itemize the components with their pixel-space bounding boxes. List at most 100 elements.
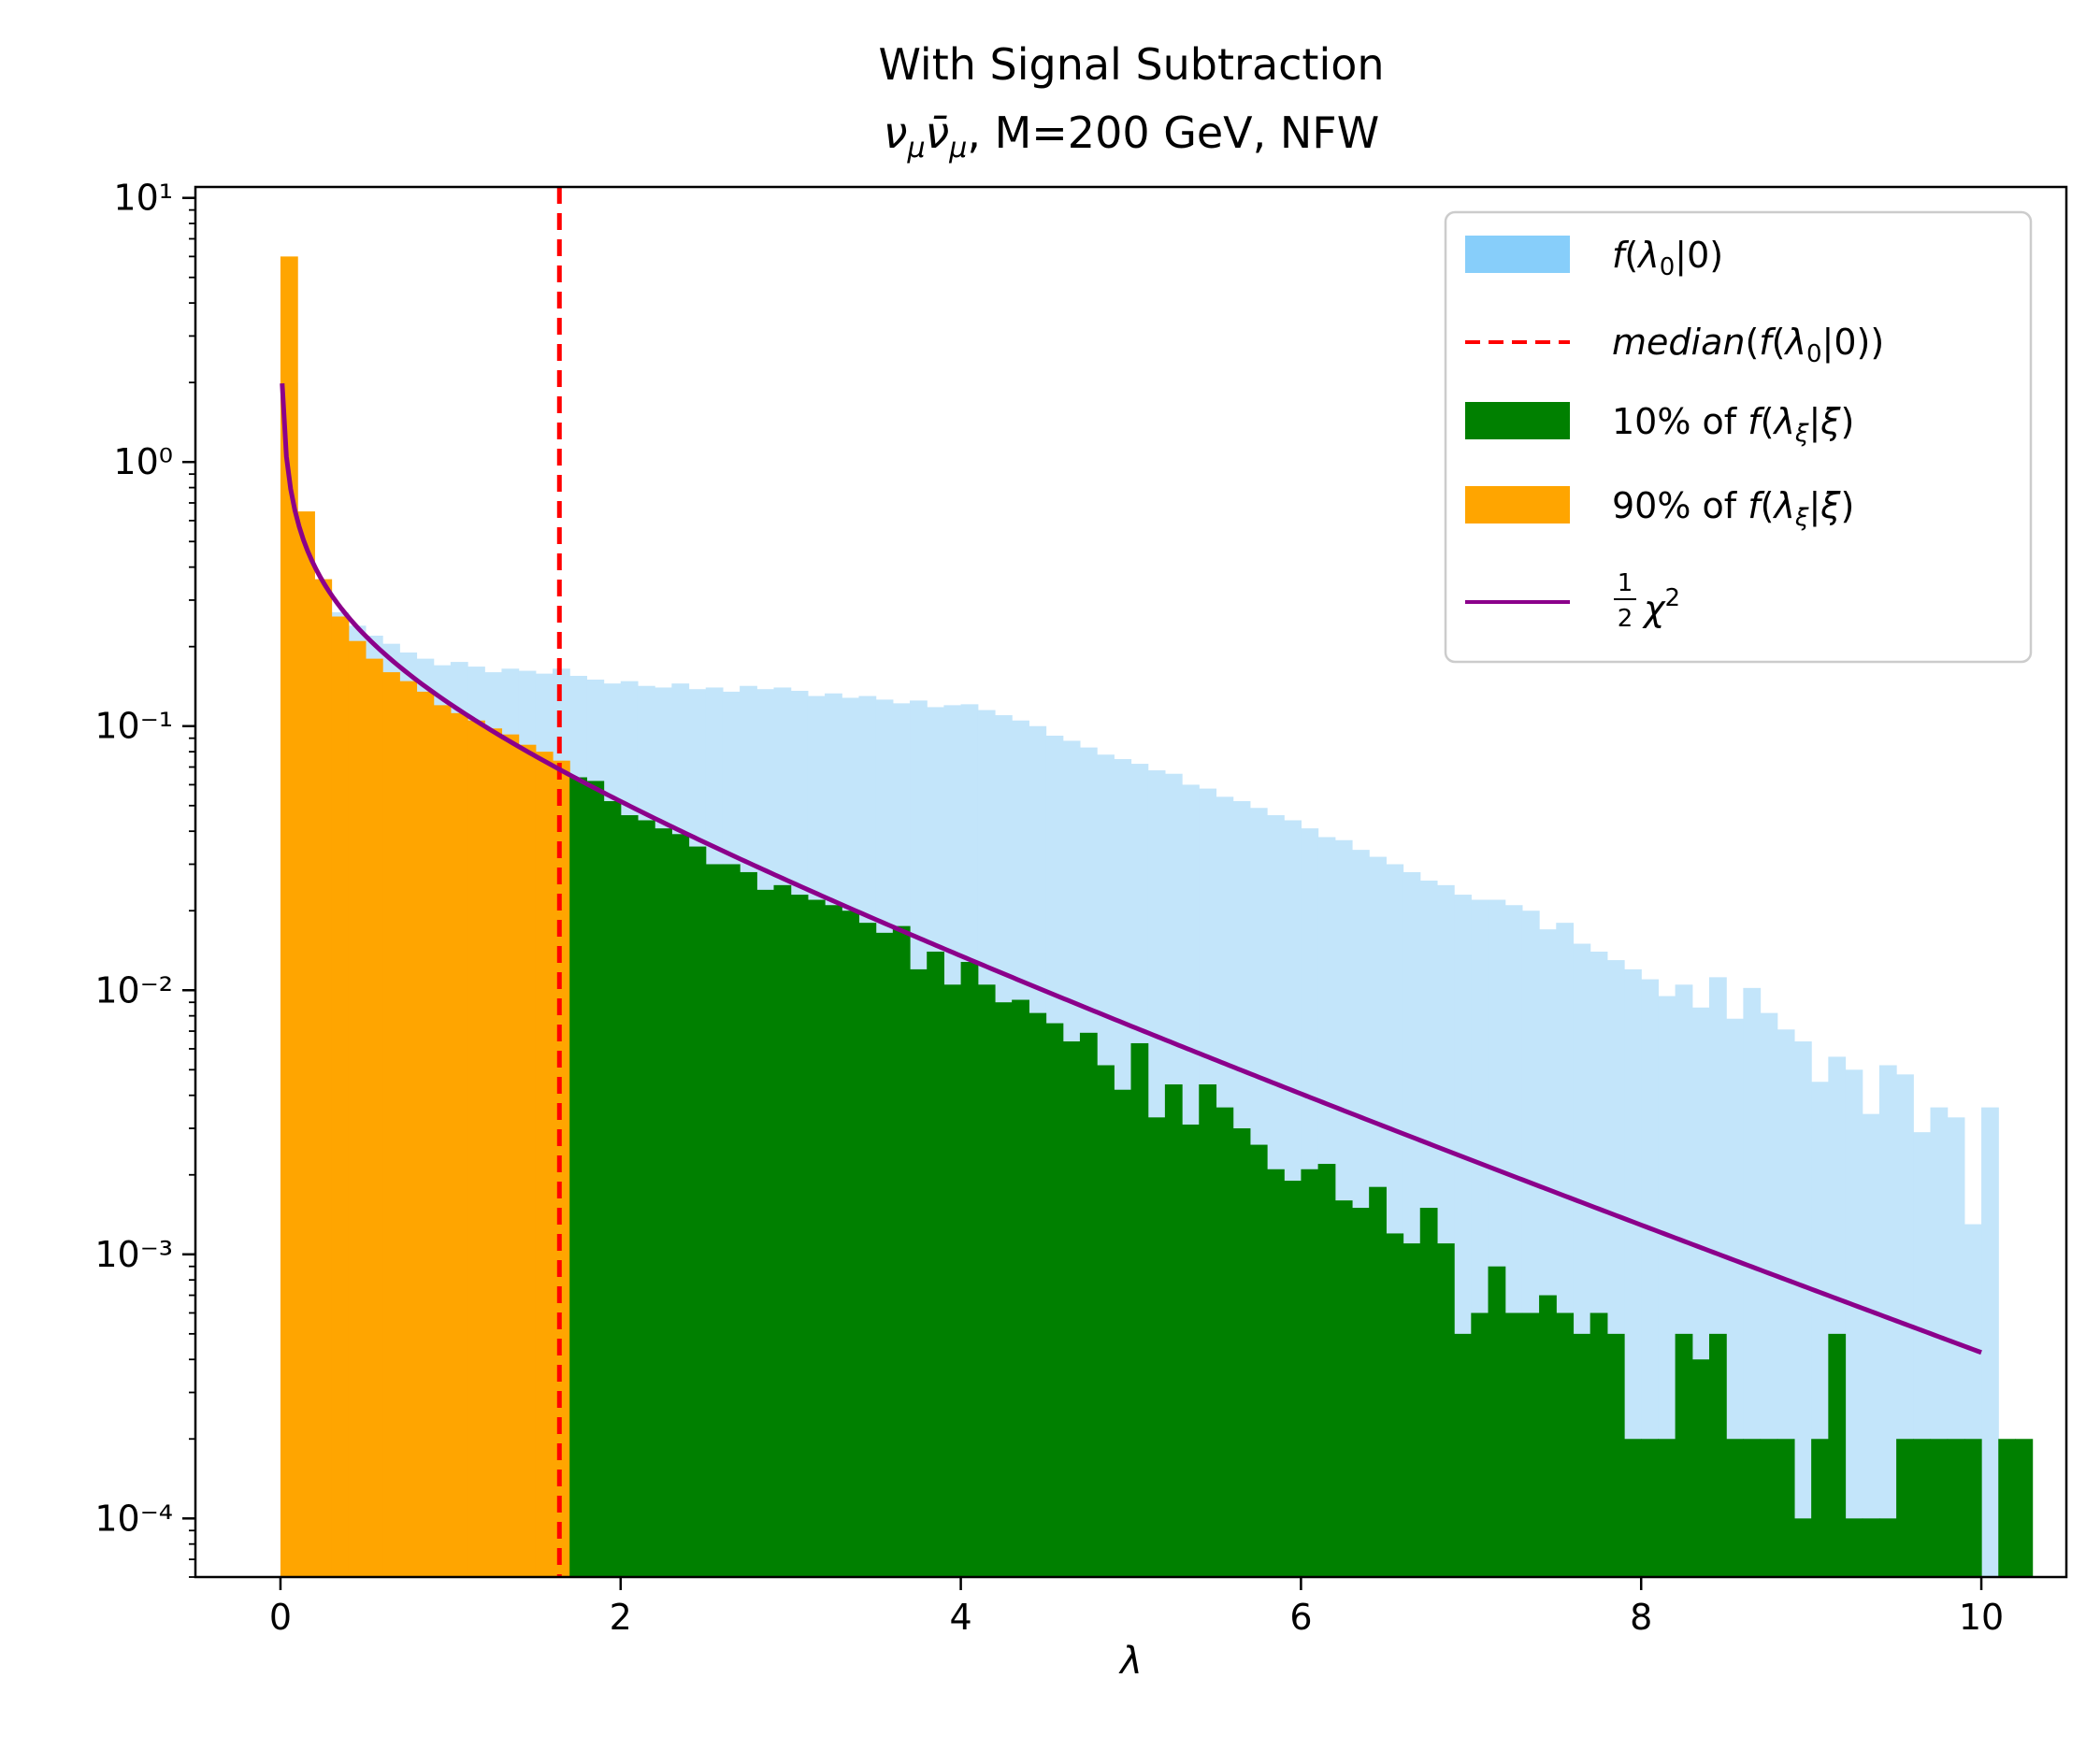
x-tick-label: 2 xyxy=(610,1597,632,1638)
orange-bar xyxy=(484,728,503,1577)
green-bar xyxy=(1573,1333,1591,1577)
green-bar xyxy=(1606,1333,1625,1577)
legend-label-median: median(f(λ0|0)) xyxy=(1612,322,1884,368)
null-bar xyxy=(1743,987,1762,1577)
orange-bar xyxy=(433,705,452,1577)
green-bar xyxy=(671,834,690,1577)
green-bar xyxy=(1216,1107,1234,1577)
green-bar xyxy=(1691,1359,1710,1577)
green-bar xyxy=(1539,1295,1557,1577)
legend-swatch-10pct xyxy=(1465,402,1570,439)
green-bar xyxy=(1760,1439,1778,1577)
green-bar xyxy=(977,984,996,1577)
orange-bar xyxy=(331,616,350,1577)
null-bar xyxy=(1624,968,1642,1577)
green-bar xyxy=(1624,1439,1642,1577)
green-bar xyxy=(1079,1032,1098,1577)
green-bar xyxy=(1182,1124,1200,1577)
x-axis-label: λ xyxy=(1118,1640,1143,1683)
green-bar xyxy=(722,864,741,1577)
x-tick-label: 4 xyxy=(949,1597,971,1638)
x-axis: 0 2 4 6 8 10 xyxy=(269,1577,2004,1638)
green-bar xyxy=(1658,1439,1676,1577)
green-bar xyxy=(1913,1439,1932,1577)
green-bar xyxy=(1436,1243,1455,1577)
orange-bar xyxy=(535,752,554,1577)
green-bar xyxy=(1012,999,1029,1577)
green-bar xyxy=(569,777,587,1577)
green-bar xyxy=(586,781,605,1577)
green-bar xyxy=(1419,1208,1438,1577)
green-bar xyxy=(943,984,962,1577)
legend: f(λ0|0) median(f(λ0|0)) 10% of f(λξ|ξ) 9… xyxy=(1444,210,2033,664)
green-bar xyxy=(1403,1243,1421,1577)
green-bar xyxy=(1097,1065,1115,1577)
y-tick-label: 10⁰ xyxy=(113,441,173,482)
green-bar xyxy=(1556,1312,1575,1577)
green-bar xyxy=(842,911,860,1577)
green-bar xyxy=(807,899,826,1577)
green-bar xyxy=(1232,1128,1251,1577)
series-90pct-hist xyxy=(280,256,570,1577)
orange-bar xyxy=(450,712,468,1577)
null-bar xyxy=(1793,1041,1812,1577)
legend-label-90pct: 90% of f(λξ|ξ) xyxy=(1612,485,1854,532)
green-bar xyxy=(1964,1439,1982,1577)
green-bar xyxy=(1062,1041,1081,1577)
green-bar xyxy=(1726,1439,1744,1577)
y-tick-label: 10¹ xyxy=(113,178,173,219)
green-bar xyxy=(773,884,792,1577)
axes-frame xyxy=(194,185,2068,1579)
green-bar xyxy=(705,864,724,1577)
subtitle-nu: ν xyxy=(884,108,908,158)
legend-swatch-null xyxy=(1465,236,1570,273)
green-bar xyxy=(1130,1042,1149,1577)
y-tick-label: 10⁻⁴ xyxy=(94,1498,173,1539)
green-bar xyxy=(2015,1439,2034,1577)
green-bar xyxy=(1896,1439,1914,1577)
y-tick-label: 10⁻¹ xyxy=(94,706,173,747)
green-bar xyxy=(620,815,639,1577)
y-tick-label: 10⁻³ xyxy=(94,1234,173,1275)
green-bar xyxy=(1947,1439,1965,1577)
green-bar xyxy=(825,905,842,1577)
green-bar xyxy=(1334,1200,1353,1577)
green-bar xyxy=(1675,1333,1693,1577)
green-bar xyxy=(637,820,655,1577)
green-bar xyxy=(927,951,944,1577)
green-bar xyxy=(1164,1084,1183,1577)
orange-bar xyxy=(365,658,383,1577)
green-bar xyxy=(1998,1439,2017,1577)
x-tick-label: 8 xyxy=(1630,1597,1652,1638)
y-axis: 10⁻⁴ 10⁻³ 10⁻² 10⁻¹ 10⁰ 10¹ xyxy=(94,178,195,1578)
svg-text:2: 2 xyxy=(1618,605,1633,633)
green-bar xyxy=(1386,1233,1404,1577)
green-bar xyxy=(1488,1266,1506,1577)
x-tick-label: 6 xyxy=(1289,1597,1312,1638)
chart-title: With Signal Subtraction xyxy=(878,39,1384,90)
svg-text:1: 1 xyxy=(1618,569,1633,597)
green-bar xyxy=(1199,1084,1217,1577)
green-bar xyxy=(1641,1439,1660,1577)
legend-label-null: f(λ0|0) xyxy=(1612,235,1723,281)
orange-bar xyxy=(348,640,367,1577)
series-10pct-hist xyxy=(569,777,2034,1577)
orange-bar xyxy=(297,511,315,1577)
orange-bar xyxy=(399,681,418,1577)
green-bar xyxy=(1878,1518,1897,1577)
null-bar xyxy=(1845,1069,1863,1577)
green-bar xyxy=(960,961,979,1577)
green-bar xyxy=(1811,1439,1829,1577)
green-bar xyxy=(1793,1518,1812,1577)
green-bar xyxy=(1454,1333,1472,1577)
orange-bar xyxy=(280,256,298,1577)
green-bar xyxy=(1743,1439,1762,1577)
null-bar xyxy=(1641,979,1660,1577)
null-bar xyxy=(1981,1107,1999,1577)
orange-bar xyxy=(468,720,485,1577)
green-bar xyxy=(875,932,894,1577)
green-bar xyxy=(1147,1117,1166,1577)
svg-text:χ2: χ2 xyxy=(1642,584,1680,629)
legend-swatch-90pct xyxy=(1465,486,1570,523)
